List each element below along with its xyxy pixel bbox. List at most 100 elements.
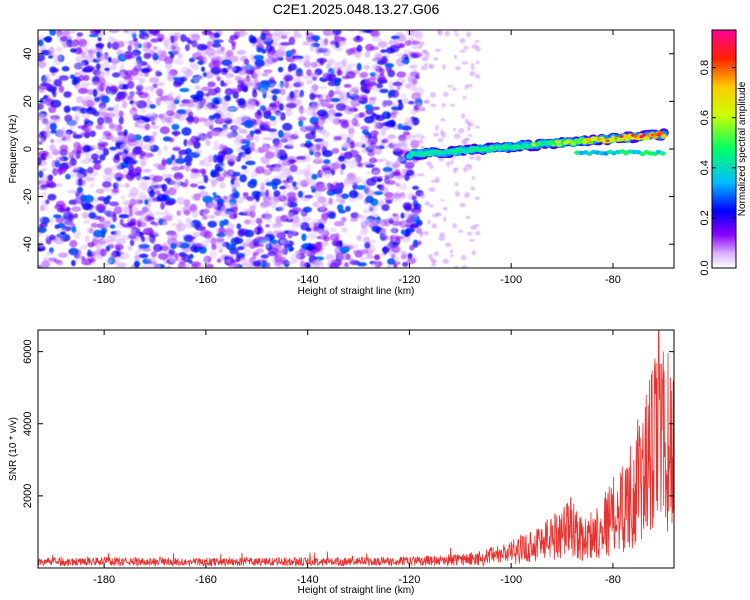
heatmap-cell	[224, 72, 235, 79]
heatmap-cell	[437, 30, 444, 36]
heatmap-cell	[253, 69, 261, 78]
heatmap-cell	[381, 204, 390, 212]
heatmap-cell	[118, 116, 124, 125]
heatmap-cell	[111, 57, 119, 66]
heatmap-cell	[154, 211, 165, 216]
heatmap-cell	[373, 121, 380, 130]
heatmap-cell	[40, 262, 51, 268]
heatmap-cell	[204, 96, 214, 101]
heatmap-cell	[338, 209, 346, 214]
heatmap-cell	[104, 208, 114, 215]
heatmap-cell	[112, 214, 117, 223]
x-tick-label: -160	[195, 574, 217, 586]
heatmap-cell	[295, 168, 303, 176]
heatmap-cell	[131, 228, 136, 234]
heatmap-cell	[123, 75, 133, 81]
heatmap-cell	[141, 207, 153, 216]
heatmap-cell	[216, 258, 222, 263]
heatmap-cell	[49, 234, 56, 240]
heatmap-cell	[238, 128, 248, 134]
heatmap-cell	[109, 146, 118, 151]
heatmap-cell	[412, 185, 419, 190]
heatmap-cell	[73, 141, 81, 150]
heatmap-cell	[298, 119, 304, 128]
heatmap-cell	[336, 67, 342, 75]
heatmap-cell	[291, 220, 300, 229]
heatmap-cell	[288, 184, 293, 191]
heatmap-cell	[306, 263, 311, 268]
heatmap-cell	[313, 225, 319, 232]
snr-panel: -180 -160 -140 -120 -100 -80 2000 4000 6000 Hei…	[8, 329, 675, 596]
heatmap-cell	[311, 84, 319, 91]
x-tick-label: -100	[500, 574, 522, 586]
heatmap-cell	[349, 257, 354, 264]
heatmap-cell	[329, 262, 340, 268]
heatmap-cell	[420, 106, 426, 112]
heatmap-cell	[355, 185, 367, 190]
heatmap-cell	[307, 232, 317, 240]
heatmap-cell	[292, 181, 297, 187]
heatmap-cell	[255, 217, 263, 225]
heatmap-cell	[82, 69, 93, 73]
heatmap-cell	[453, 127, 457, 132]
heatmap-cell	[440, 118, 446, 122]
heatmap-cell	[114, 229, 122, 238]
heatmap-cell	[271, 54, 280, 62]
heatmap-cell	[424, 63, 429, 67]
heatmap-cell	[124, 54, 134, 60]
heatmap-cell	[100, 77, 106, 86]
heatmap-cell	[363, 220, 371, 227]
heatmap-cell	[147, 260, 157, 265]
heatmap-cell	[374, 70, 380, 79]
heatmap-cell	[166, 256, 177, 261]
heatmap-cell	[302, 41, 311, 46]
heatmap-cell	[225, 258, 232, 264]
heatmap-cell	[197, 75, 205, 80]
heatmap-cell	[38, 85, 46, 94]
heatmap-cell	[139, 153, 145, 160]
heatmap-cell	[57, 165, 67, 174]
heatmap-cell	[302, 177, 312, 185]
heatmap-cell	[260, 156, 270, 164]
heatmap-cell	[208, 61, 217, 69]
heatmap-cell	[39, 222, 48, 228]
heatmap-cell	[348, 131, 354, 139]
heatmap-cell	[315, 263, 325, 268]
heatmap-cell	[333, 220, 345, 227]
heatmap-cell	[200, 229, 210, 238]
heatmap-cell	[334, 112, 343, 117]
heatmap-cell	[273, 33, 281, 42]
heatmap-cell	[144, 199, 149, 205]
heatmap-cell	[175, 177, 183, 185]
heatmap-cell	[62, 41, 69, 49]
heatmap-cell	[109, 123, 119, 132]
heatmap-cell	[171, 123, 180, 131]
heatmap-cell	[223, 95, 231, 102]
heatmap-cell	[322, 48, 331, 57]
heatmap-cell	[154, 190, 161, 196]
heatmap-cell	[250, 102, 256, 108]
heatmap-signal-cell	[630, 133, 635, 137]
heatmap-cell	[319, 85, 327, 90]
heatmap-cell	[309, 43, 315, 52]
heatmap-cell	[304, 194, 314, 199]
heatmap-cell	[339, 168, 344, 175]
heatmap-cell	[60, 36, 68, 42]
heatmap-cell	[250, 141, 255, 150]
heatmap-cell	[48, 55, 54, 59]
heatmap-cell	[284, 137, 294, 142]
heatmap-cell	[475, 230, 481, 236]
heatmap-signal-cell	[653, 132, 658, 136]
heatmap-cell	[347, 124, 354, 133]
heatmap-cell	[177, 261, 187, 268]
heatmap-cell	[200, 135, 209, 142]
heatmap-cell	[226, 232, 234, 239]
heatmap-signal-cell	[483, 147, 488, 151]
heatmap-cell	[40, 204, 45, 212]
heatmap-cell	[74, 115, 80, 122]
heatmap-cell	[271, 243, 282, 251]
heatmap-cell	[321, 92, 327, 99]
heatmap-signal-cell	[571, 142, 576, 146]
heatmap-cell	[357, 194, 364, 200]
heatmap-cell	[116, 91, 126, 100]
